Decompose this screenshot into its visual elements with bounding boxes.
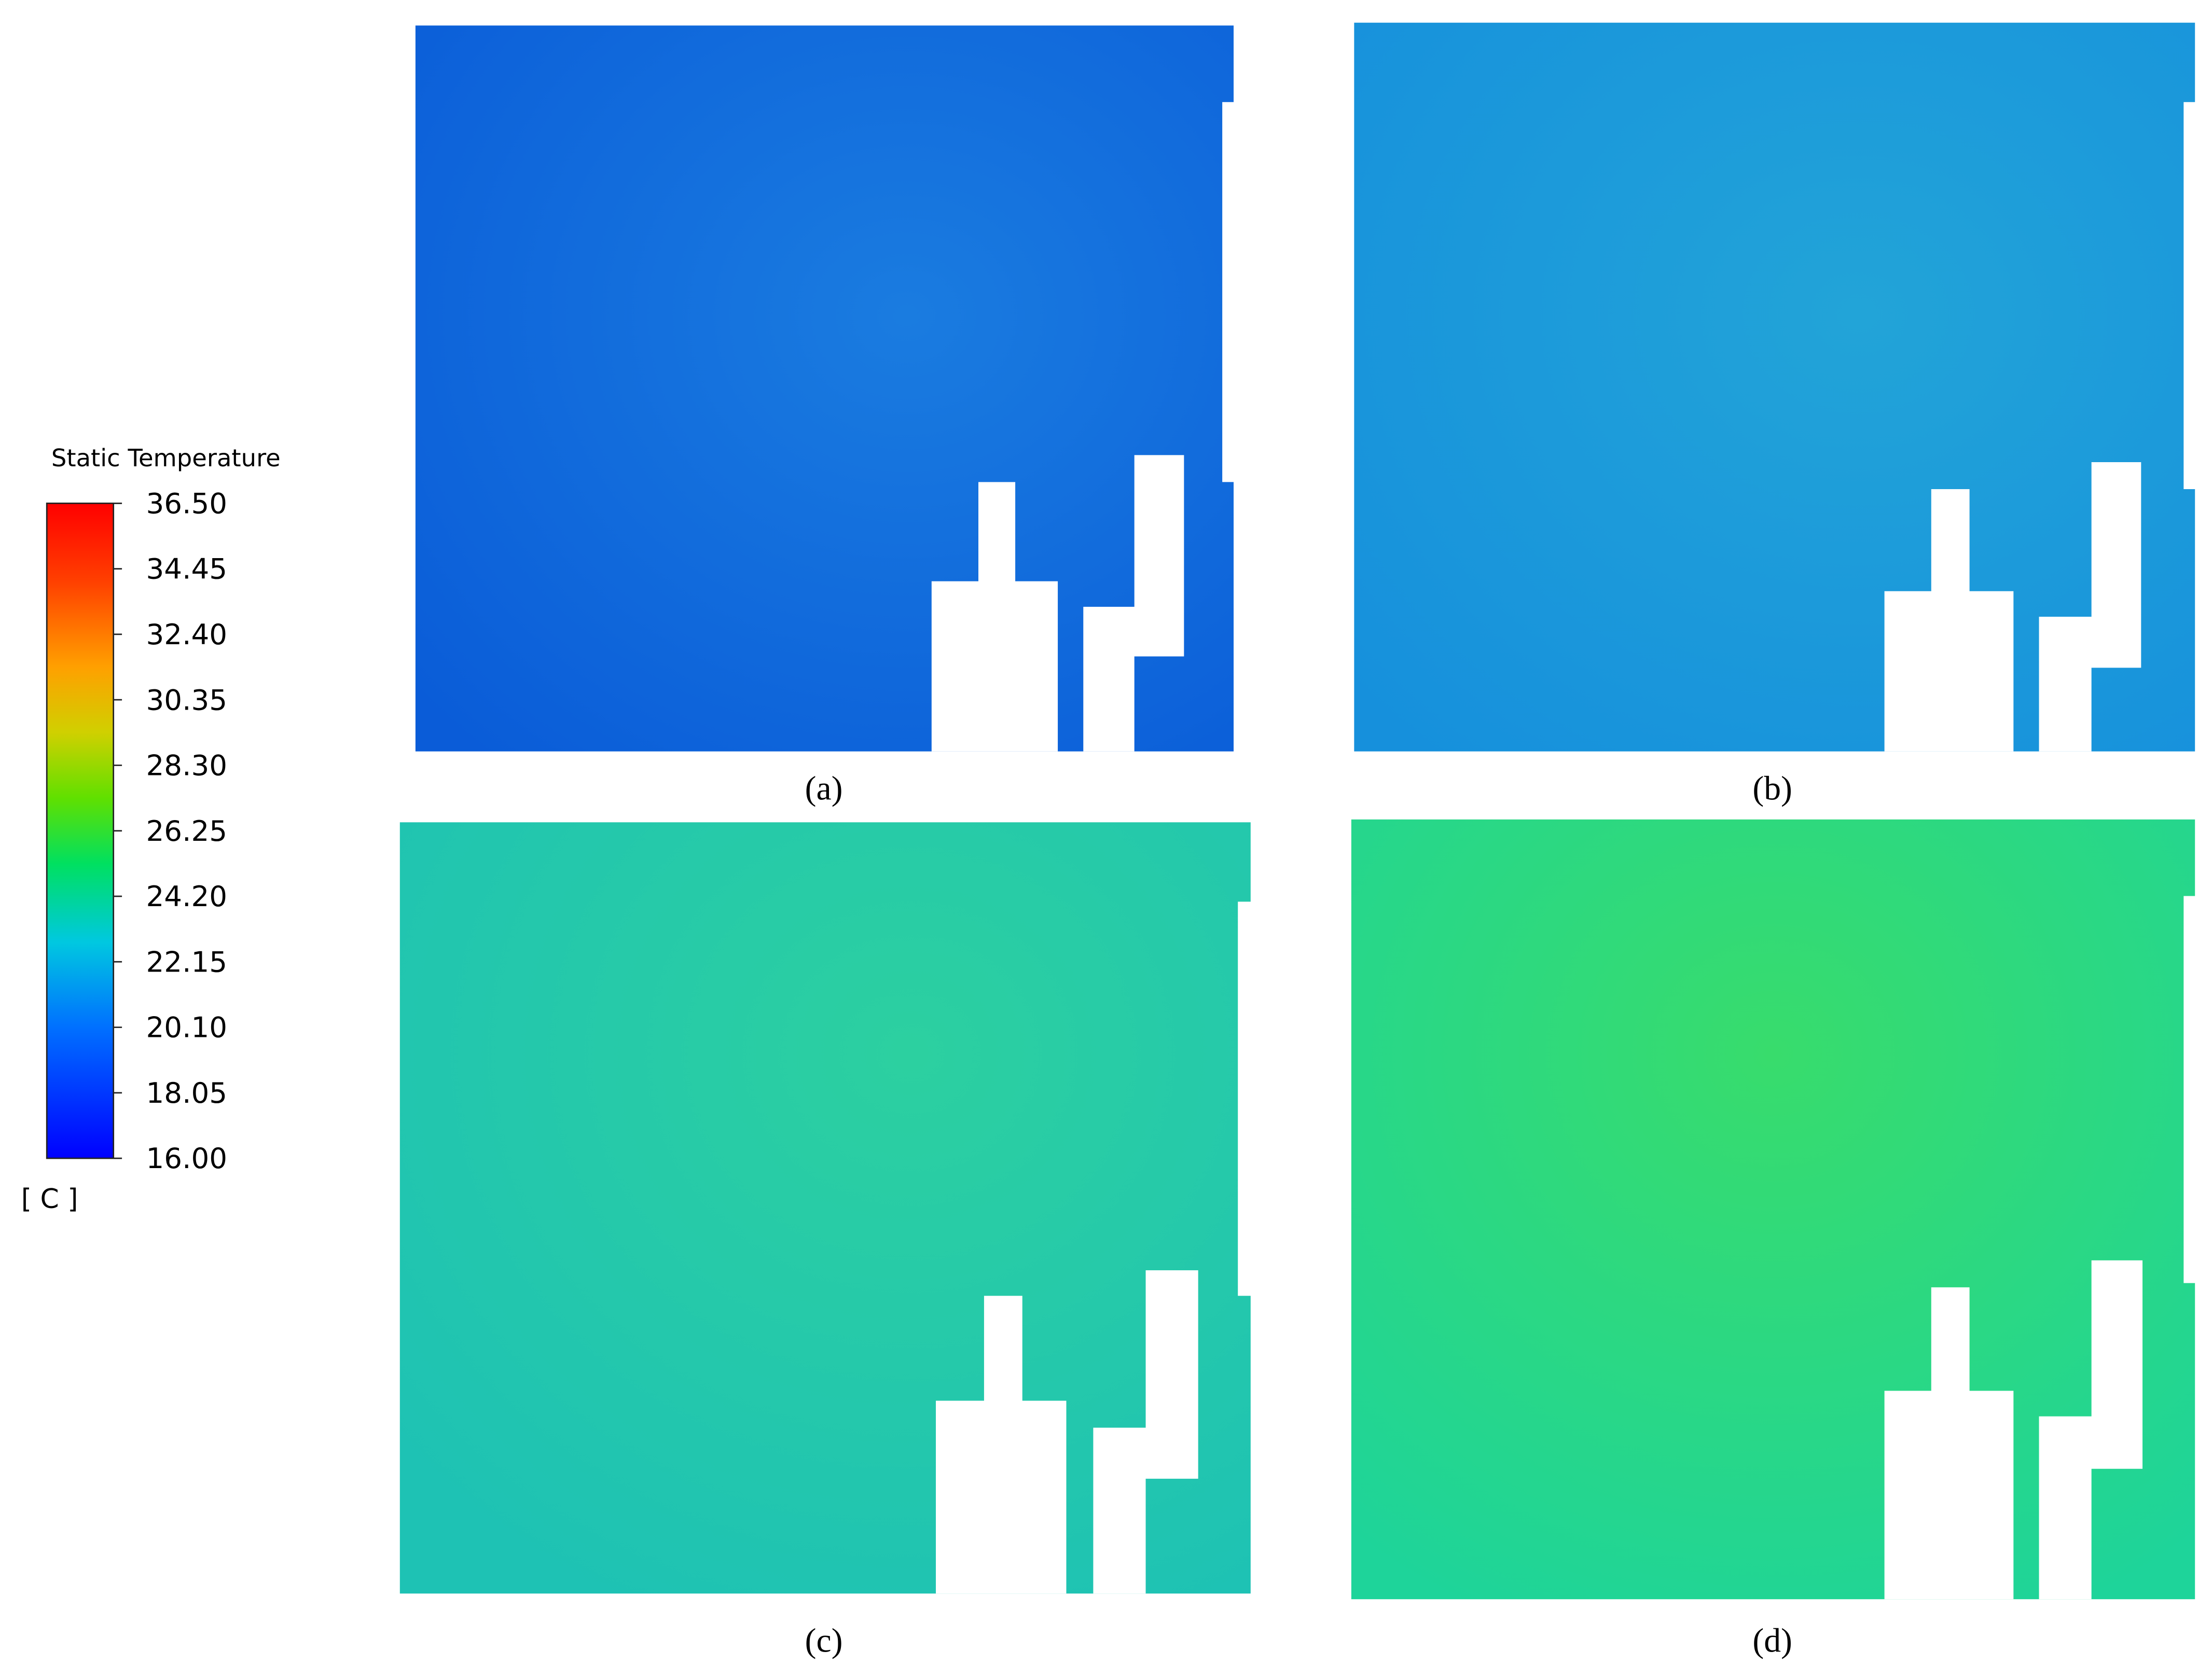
colorbar-tick-label: 30.35 (146, 683, 227, 716)
obstacles (1884, 896, 2196, 1600)
contour-panel-d (1351, 819, 2196, 1600)
obstacles (1884, 102, 2196, 752)
contour-panel-c (399, 822, 1252, 1594)
colorbar-tick-label: 22.15 (146, 945, 227, 978)
contour-panel-b (1354, 22, 2196, 752)
colorbar-tick-label: 24.20 (146, 880, 227, 913)
panel-label: (c) (805, 1622, 843, 1659)
colorbar-tick-label: 20.10 (146, 1011, 227, 1044)
contour-panel-a (415, 25, 1235, 752)
colorbar-tick-label: 32.40 (146, 618, 227, 651)
colorbar-tick-label: 28.30 (146, 749, 227, 782)
colorbar-tick-label: 34.45 (146, 552, 227, 586)
colorbar-tick-label: 26.25 (146, 814, 227, 848)
panel-label: (d) (1752, 1622, 1792, 1659)
obstacles (936, 901, 1252, 1594)
colorbar-tick-label: 18.05 (146, 1076, 227, 1109)
colorbar (46, 502, 115, 1159)
legend-title: Static Temperature (51, 444, 281, 472)
colorbar-tick-label: 36.50 (146, 487, 227, 520)
panel-label: (a) (805, 770, 843, 808)
color-legend: Static Temperature [ C ] 36.50 34.45 32.40… (21, 444, 281, 1215)
colorbar-tick-label: 16.00 (146, 1142, 227, 1175)
legend-unit: [ C ] (21, 1184, 78, 1215)
obstacles (931, 102, 1235, 752)
panel-label: (b) (1752, 770, 1792, 808)
